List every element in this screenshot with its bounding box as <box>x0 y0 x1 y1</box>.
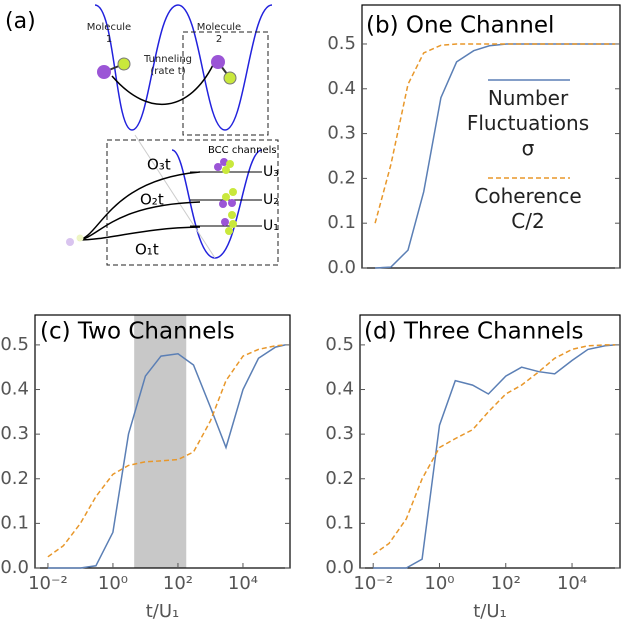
diagram-text: BCC channels <box>208 145 277 156</box>
y-tick-label: 0.2 <box>325 468 354 489</box>
x-tick-label: 10² <box>491 573 521 594</box>
y-tick-label: 0.4 <box>0 379 29 400</box>
shaded-region <box>134 315 187 568</box>
y-tick-label: 0.4 <box>325 379 354 400</box>
molecule-label: Molecule 2 <box>196 22 242 45</box>
y-tick-label: 0.5 <box>325 334 354 355</box>
channel-label: O₃t <box>147 156 171 174</box>
channel-label: O₂t <box>140 191 164 209</box>
cluster <box>214 158 237 235</box>
plot-frame <box>361 4 621 269</box>
series-line <box>372 344 616 556</box>
series-line <box>47 344 286 569</box>
y-tick-label: 0.1 <box>327 212 356 233</box>
y-tick-label: 0.1 <box>0 512 29 533</box>
y-tick-label: 0.0 <box>325 557 354 578</box>
x-tick-label: 10⁻² <box>353 573 393 594</box>
y-tick-label: 0.5 <box>0 334 29 355</box>
x-axis-label: t/U₁ <box>146 601 180 622</box>
channel-label: O₁t <box>135 241 159 259</box>
arrow <box>77 201 201 241</box>
arrow <box>77 171 201 241</box>
y-tick-label: 0.1 <box>325 512 354 533</box>
y-tick-label: 0.0 <box>327 257 356 278</box>
x-tick-label: 10⁰ <box>424 573 454 594</box>
diagram: (a) BCC channels O₃t O₂t O₁t U₃ U₂ U₁ <box>5 4 279 266</box>
tunneling-label: Tunneling (rate t) <box>144 54 192 77</box>
molecule-label: Molecule 1 <box>86 22 132 45</box>
x-tick-label: 10² <box>163 573 193 594</box>
y-tick-label: 0.4 <box>327 78 356 99</box>
dashed-box <box>106 139 279 266</box>
x-tick-label: 10⁴ <box>557 573 587 594</box>
chart-title: (c) Two Channels <box>40 319 235 345</box>
y-tick-label: 0.2 <box>327 167 356 188</box>
atom <box>76 234 84 242</box>
chart-title: (d) Three Channels <box>364 319 583 345</box>
panel-label: (a) <box>5 9 36 34</box>
y-tick-label: 0.3 <box>327 123 356 144</box>
arrow <box>111 64 214 106</box>
potential-well <box>94 4 273 131</box>
atom <box>66 238 74 246</box>
series-line <box>374 43 616 224</box>
plot-frame <box>34 314 291 569</box>
atom <box>117 57 131 71</box>
atom <box>223 71 237 85</box>
legend-label: Coherence C/2 <box>474 184 582 233</box>
y-tick-label: 0.0 <box>0 557 29 578</box>
y-tick-label: 0.3 <box>325 423 354 444</box>
atom <box>97 65 111 79</box>
x-axis-label: t/U₁ <box>473 601 507 622</box>
y-tick-label: 0.5 <box>327 33 356 54</box>
x-tick-label: 10⁰ <box>98 573 128 594</box>
level-label: U₂ <box>263 192 279 208</box>
series-line <box>373 344 616 569</box>
series-line <box>47 344 286 558</box>
arrow <box>77 226 201 241</box>
level-label: U₁ <box>263 218 279 234</box>
guide <box>134 134 216 259</box>
y-tick-label: 0.2 <box>0 468 29 489</box>
plot-frame <box>359 314 621 569</box>
level-label: U₃ <box>263 164 279 180</box>
x-tick-label: 10⁻² <box>28 573 68 594</box>
atom <box>211 55 225 69</box>
x-tick-label: 10⁴ <box>228 573 258 594</box>
y-tick-label: 0.3 <box>0 423 29 444</box>
chart-title: (b) One Channel <box>366 13 554 39</box>
dashed-box <box>182 31 269 136</box>
legend-label: Number Fluctuations σ <box>466 86 590 160</box>
